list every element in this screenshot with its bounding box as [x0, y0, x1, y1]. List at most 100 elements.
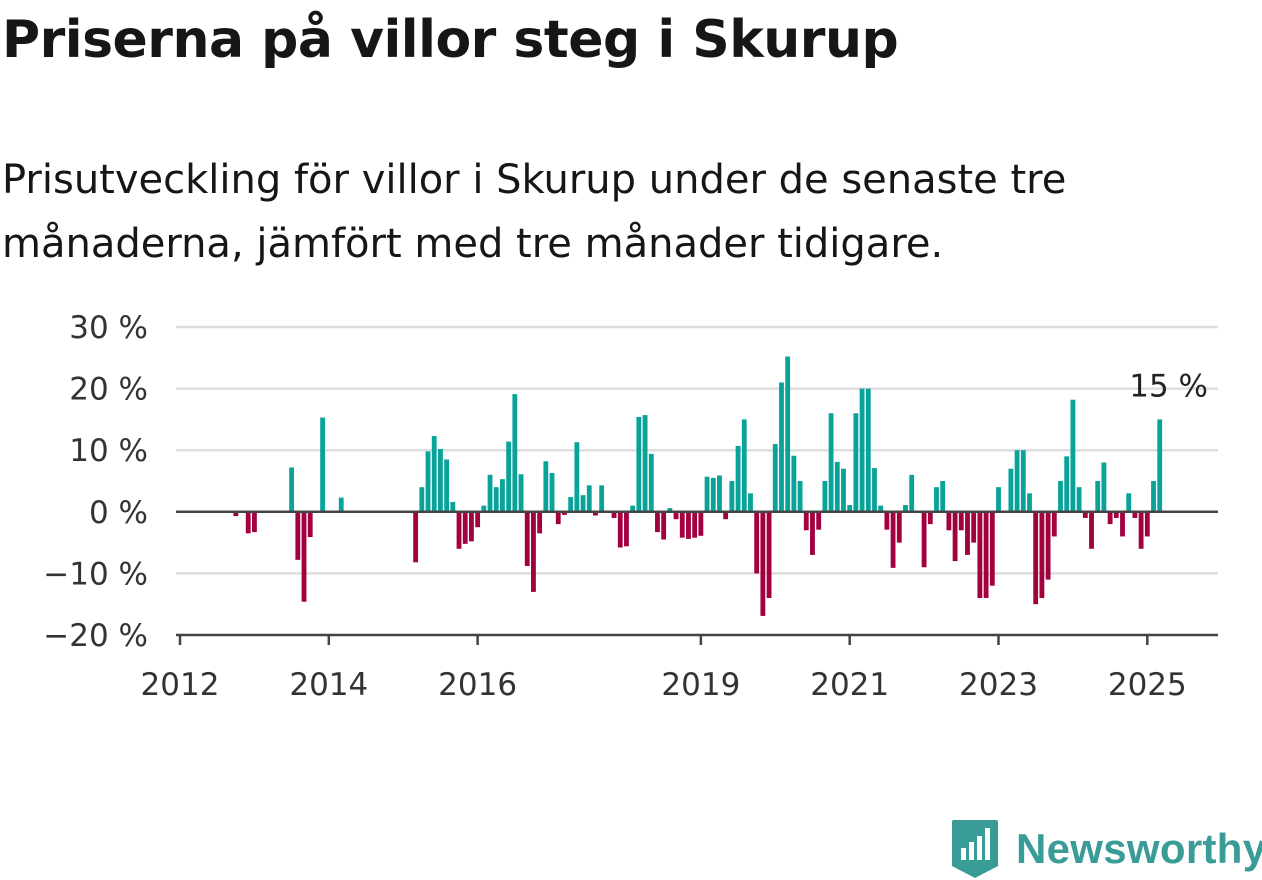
bar	[828, 413, 834, 512]
x-tick-label: 2025	[1108, 667, 1187, 703]
bar	[500, 479, 505, 512]
bar	[307, 511, 313, 538]
bar	[413, 511, 419, 563]
bar	[1126, 493, 1132, 512]
bar	[289, 467, 295, 512]
bar	[816, 511, 822, 530]
bar	[611, 511, 617, 518]
bar	[245, 511, 251, 534]
bar	[810, 511, 815, 555]
bar	[679, 511, 685, 538]
bar	[785, 356, 791, 512]
bar	[419, 487, 425, 512]
bar	[686, 511, 691, 539]
bar	[698, 511, 704, 536]
bar	[438, 448, 443, 512]
bar	[301, 511, 307, 602]
bar	[996, 487, 1001, 512]
bar	[1058, 481, 1063, 512]
y-tick-label: 10 %	[69, 433, 148, 469]
bar	[884, 511, 890, 530]
bar	[1095, 481, 1101, 512]
bar	[710, 477, 716, 512]
bar	[1076, 487, 1082, 512]
x-tick-label: 2021	[810, 667, 889, 703]
bar	[748, 493, 753, 512]
bar	[965, 511, 970, 555]
bar	[1070, 399, 1076, 512]
bar	[568, 497, 574, 512]
bar	[946, 511, 952, 531]
y-tick-label: −10 %	[43, 556, 148, 592]
bar	[735, 445, 741, 512]
bar	[537, 511, 543, 534]
bar	[1113, 511, 1119, 518]
bar	[1014, 450, 1020, 512]
bar	[1144, 511, 1150, 537]
x-tick-label: 2012	[141, 667, 220, 703]
bar	[896, 511, 902, 543]
bar	[1064, 456, 1070, 512]
bar	[940, 481, 946, 512]
bar	[741, 419, 747, 512]
bar	[648, 453, 654, 512]
bar	[971, 511, 977, 543]
bar	[251, 511, 257, 533]
bar	[524, 511, 530, 567]
bar	[921, 511, 927, 568]
chart-title: Priserna på villor steg i Skurup	[2, 10, 899, 70]
bar	[822, 481, 828, 512]
bar	[1089, 511, 1094, 549]
bar-chart: −20 % −10 % 0 % 10 % 20 % 30 % 2012 2014 2016 201…	[43, 310, 1218, 703]
bar	[1051, 511, 1057, 537]
bar	[320, 417, 326, 512]
y-tick-label: 30 %	[69, 310, 148, 346]
bar	[890, 511, 896, 568]
bar	[555, 511, 561, 525]
bar	[853, 413, 859, 512]
x-tick-label: 2019	[661, 667, 740, 703]
bar	[630, 505, 636, 512]
bar	[1082, 511, 1088, 518]
bar	[642, 415, 648, 512]
bar	[233, 511, 239, 517]
bar	[506, 441, 512, 512]
bar	[841, 468, 846, 512]
bar	[766, 511, 772, 599]
bar	[338, 497, 344, 512]
gridlines	[176, 325, 1218, 575]
bar	[512, 394, 518, 512]
bar	[617, 511, 623, 548]
bar	[772, 444, 778, 512]
bar	[469, 511, 474, 542]
bar	[1107, 511, 1113, 525]
bar	[1027, 493, 1032, 512]
bar	[636, 416, 642, 512]
brand-name: Newsworthy	[1016, 825, 1262, 872]
bar	[1008, 468, 1014, 512]
bar	[475, 511, 481, 528]
bar	[543, 461, 549, 512]
bar	[983, 511, 989, 599]
bar	[791, 455, 797, 512]
bars	[233, 356, 1163, 616]
bar	[599, 485, 605, 512]
bar	[1132, 511, 1138, 518]
bar	[729, 481, 735, 512]
bar	[487, 474, 493, 512]
bar	[847, 505, 853, 512]
bar	[872, 468, 877, 512]
bar	[977, 511, 983, 599]
y-tick-label: −20 %	[43, 618, 148, 654]
bar	[586, 485, 592, 512]
bar	[673, 511, 679, 520]
bar	[717, 475, 722, 512]
bar	[295, 511, 301, 560]
bar	[667, 508, 673, 512]
bar	[1151, 481, 1156, 512]
bar	[580, 495, 586, 512]
bar	[574, 442, 580, 512]
bar	[723, 511, 729, 520]
bar	[624, 511, 629, 547]
bar	[493, 487, 499, 512]
